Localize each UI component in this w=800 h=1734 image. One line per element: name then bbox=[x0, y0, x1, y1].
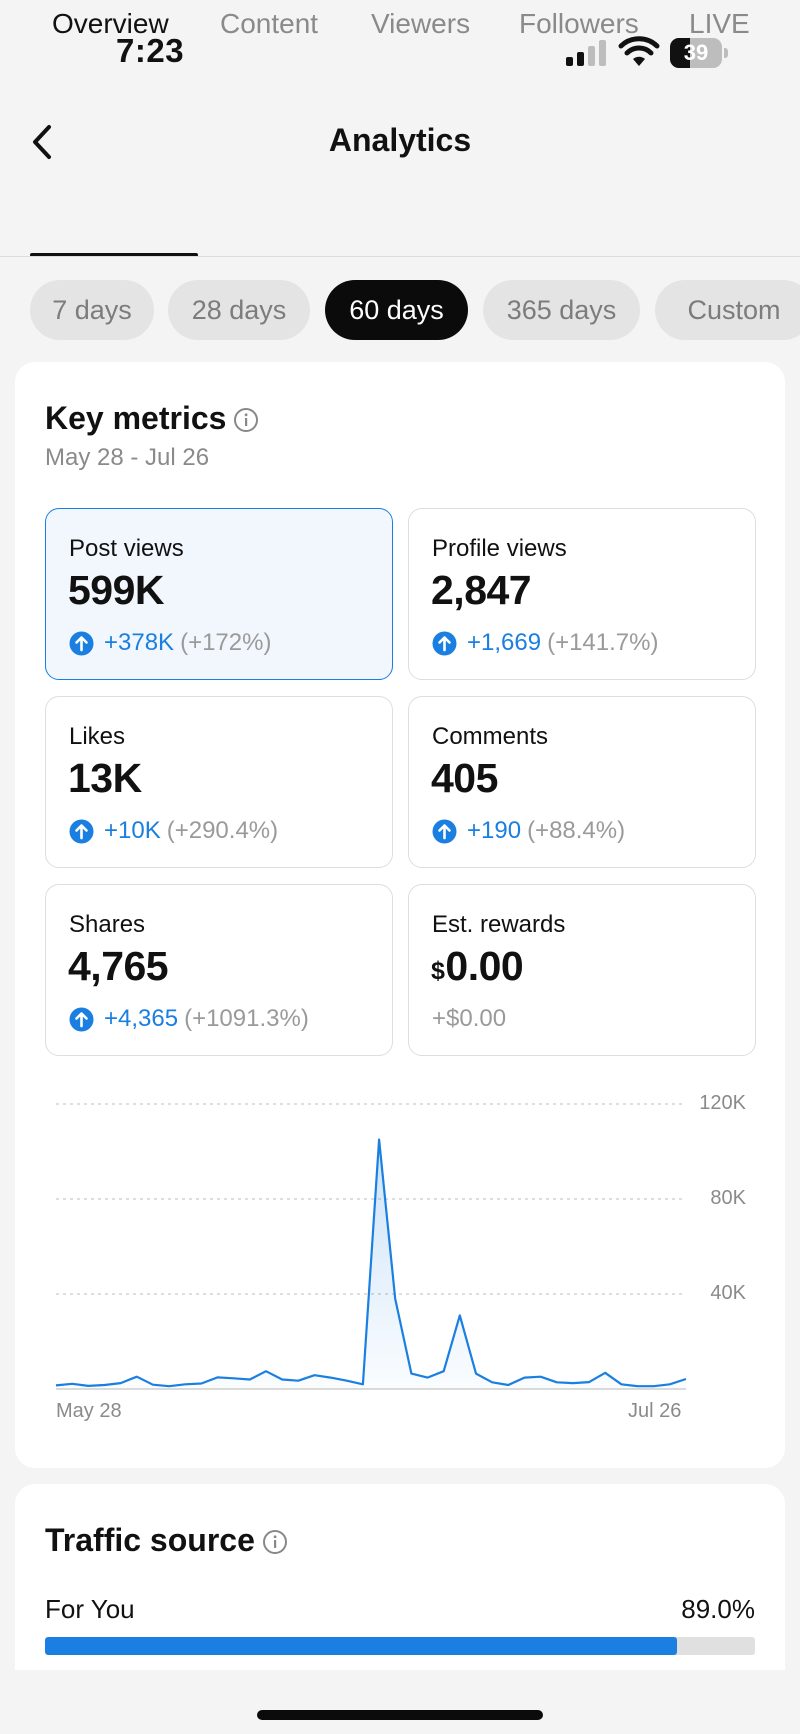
metric-change: +4,365 (+1091.3%) bbox=[69, 1005, 309, 1033]
change-absolute: +378K bbox=[104, 629, 175, 656]
info-icon[interactable] bbox=[233, 407, 259, 433]
x-tick-label: May 28 bbox=[56, 1400, 122, 1422]
metric-value: $0.00 bbox=[431, 943, 524, 990]
arrow-up-circle-icon bbox=[432, 631, 457, 655]
key-metrics-title: Key metrics bbox=[45, 400, 227, 436]
metric-label: Profile views bbox=[432, 535, 567, 562]
tab-followers[interactable]: Followers bbox=[519, 8, 639, 39]
metric-label: Shares bbox=[69, 911, 146, 938]
metric-est-rewards[interactable]: Est. rewards $0.00 +$0.00 bbox=[408, 884, 756, 1056]
arrow-up-circle-icon bbox=[69, 819, 94, 843]
tab-overview[interactable]: Overview bbox=[52, 8, 169, 39]
change-absolute: +10K bbox=[104, 817, 161, 844]
metric-value: 599K bbox=[68, 567, 165, 613]
tab-viewers[interactable]: Viewers bbox=[371, 8, 471, 39]
range-7-days[interactable]: 7 days bbox=[30, 280, 154, 340]
traffic-source-value: 89.0% bbox=[681, 1594, 755, 1624]
traffic-source-bar-fill bbox=[45, 1637, 677, 1655]
metric-change: +378K (+172%) bbox=[69, 629, 271, 657]
tab-content[interactable]: Content bbox=[220, 8, 319, 39]
tab-live[interactable]: LIVE bbox=[689, 8, 750, 39]
active-tab-indicator bbox=[30, 253, 198, 257]
change-absolute: +190 bbox=[467, 817, 522, 844]
arrow-up-circle-icon bbox=[69, 631, 94, 655]
status-bar: 7:23 39 bbox=[0, 0, 800, 104]
y-tick-label: 80K bbox=[710, 1187, 746, 1209]
arrow-up-circle-icon bbox=[69, 1007, 94, 1031]
change-plain: +$0.00 bbox=[432, 1005, 507, 1032]
metric-change: +10K (+290.4%) bbox=[69, 817, 278, 845]
range-365-days[interactable]: 365 days bbox=[483, 280, 640, 340]
chevron-left-icon bbox=[33, 125, 51, 159]
chart-series-line bbox=[55, 1138, 687, 1388]
metric-value: 4,765 bbox=[68, 943, 169, 989]
metric-label: Likes bbox=[69, 723, 126, 750]
metrics-date-range: May 28 - Jul 26 bbox=[45, 444, 210, 471]
cellular-signal-icon bbox=[566, 40, 606, 66]
change-absolute: +1,669 bbox=[467, 629, 542, 656]
metric-label: Est. rewards bbox=[432, 911, 566, 938]
change-percent: (+88.4%) bbox=[527, 817, 626, 844]
home-indicator[interactable] bbox=[257, 1710, 543, 1720]
battery-icon: 39 bbox=[670, 38, 728, 68]
battery-fill bbox=[670, 38, 691, 68]
page-title: Analytics bbox=[328, 122, 472, 158]
metric-label: Comments bbox=[432, 723, 549, 750]
currency-symbol: $ bbox=[431, 957, 445, 985]
metric-change: +1,669 (+141.7%) bbox=[432, 629, 658, 657]
arrow-up-circle-icon bbox=[432, 819, 457, 843]
metric-change: +190 (+88.4%) bbox=[432, 817, 625, 845]
battery-level: 39 bbox=[683, 40, 709, 65]
wifi-icon bbox=[618, 36, 660, 66]
metric-shares[interactable]: Shares 4,765 +4,365 (+1091.3%) bbox=[45, 884, 393, 1056]
change-percent: (+172%) bbox=[180, 629, 272, 656]
metric-change: +$0.00 bbox=[432, 1005, 506, 1033]
change-percent: (+290.4%) bbox=[166, 817, 279, 844]
metric-label: Post views bbox=[69, 535, 184, 562]
change-absolute: +4,365 bbox=[104, 1005, 179, 1032]
tabs-divider bbox=[0, 256, 800, 257]
y-tick-label: 40K bbox=[710, 1282, 746, 1304]
info-icon[interactable] bbox=[262, 1529, 288, 1555]
metric-likes[interactable]: Likes 13K +10K (+290.4%) bbox=[45, 696, 393, 868]
traffic-source-label: For You bbox=[45, 1594, 135, 1624]
metric-value: 13K bbox=[68, 755, 142, 801]
range-60-days[interactable]: 60 days bbox=[325, 280, 468, 340]
y-tick-label: 120K bbox=[699, 1092, 746, 1114]
range-custom[interactable]: Custom bbox=[655, 280, 800, 340]
metric-profile-views[interactable]: Profile views 2,847 +1,669 (+141.7%) bbox=[408, 508, 756, 680]
metric-value: 2,847 bbox=[431, 567, 532, 613]
metric-value: 405 bbox=[431, 755, 498, 801]
rewards-amount: 0.00 bbox=[445, 943, 524, 989]
back-button[interactable] bbox=[22, 118, 62, 166]
bottom-area bbox=[0, 1670, 800, 1734]
status-time: 7:23 bbox=[116, 32, 185, 69]
traffic-source-title: Traffic source bbox=[45, 1522, 255, 1558]
traffic-source-bar bbox=[45, 1637, 755, 1655]
metric-post-views[interactable]: Post views 599K +378K (+172%) bbox=[45, 508, 393, 680]
change-percent: (+141.7%) bbox=[547, 629, 659, 656]
x-tick-label: Jul 26 bbox=[628, 1400, 682, 1422]
post-views-chart[interactable] bbox=[0, 1080, 800, 1440]
change-percent: (+1091.3%) bbox=[184, 1005, 309, 1032]
range-28-days[interactable]: 28 days bbox=[168, 280, 310, 340]
metric-comments[interactable]: Comments 405 +190 (+88.4%) bbox=[408, 696, 756, 868]
